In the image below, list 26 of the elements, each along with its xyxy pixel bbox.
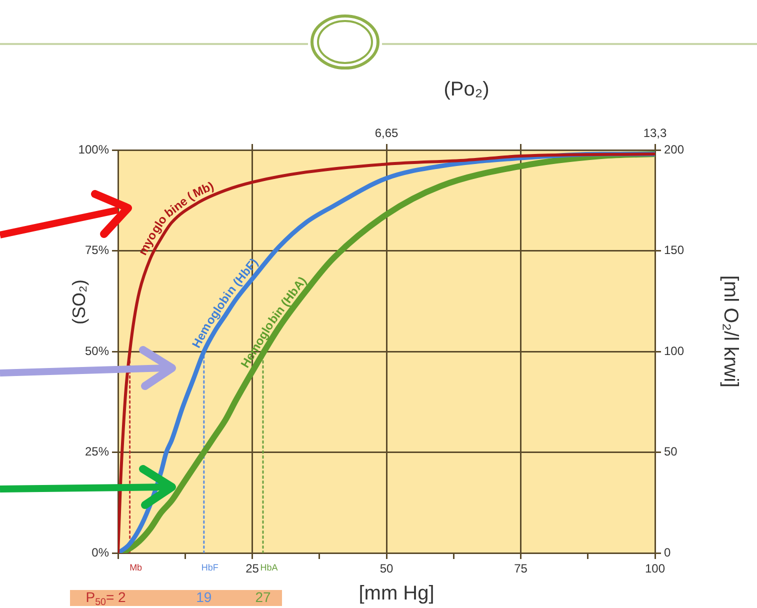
- text: 19: [196, 588, 212, 605]
- x-tick-label: 100: [644, 562, 666, 576]
- y-axis-title: (SO₂): [68, 280, 89, 324]
- y-tick-label: 50%: [84, 344, 110, 358]
- x-tick-label: 75: [514, 562, 528, 576]
- y2-tick-label: 100: [664, 344, 684, 358]
- y2-tick-label: 50: [664, 444, 678, 459]
- y-tick-label: 25%: [84, 444, 110, 459]
- y-tick-label: 100%: [78, 142, 110, 156]
- y2-axis-title: [ml O₂/l krwi]: [719, 275, 742, 388]
- x2-axis-title: (Po₂): [444, 78, 490, 101]
- y2-tick-label: 0: [664, 545, 671, 560]
- x-tick-label: 25: [246, 562, 260, 576]
- series-label: Mb: [130, 562, 142, 572]
- x-axis-title: [mm Hg]: [358, 582, 434, 605]
- x-tick-label: 50: [380, 562, 394, 576]
- y-tick-label: 75%: [84, 243, 110, 258]
- x2-tick-label: 13,3: [643, 126, 667, 140]
- x2-tick-label: 6,65: [374, 126, 398, 140]
- text: 27: [255, 588, 271, 605]
- y2-tick-label: 200: [664, 142, 684, 156]
- y2-tick-label: 150: [664, 243, 684, 258]
- text: myoglobine (Mb): [135, 178, 216, 258]
- series-label: HbA: [260, 562, 278, 572]
- series-label: HbF: [201, 562, 219, 572]
- y-tick-label: 0%: [92, 545, 110, 560]
